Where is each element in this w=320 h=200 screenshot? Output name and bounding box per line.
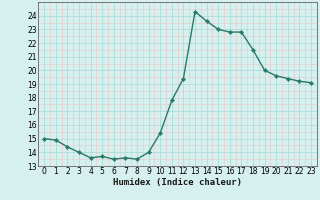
X-axis label: Humidex (Indice chaleur): Humidex (Indice chaleur): [113, 178, 242, 187]
